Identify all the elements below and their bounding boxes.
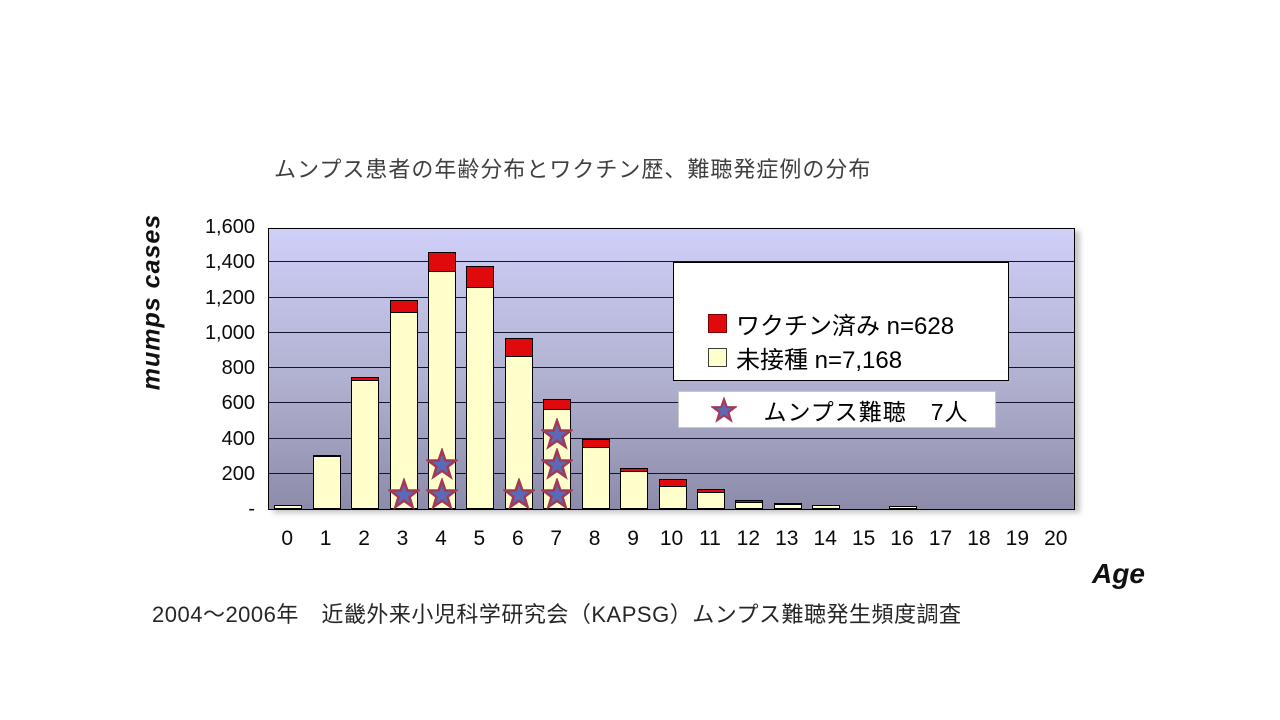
- bar-segment-vaccinated: [427, 251, 456, 273]
- bar-age-6: [504, 338, 533, 509]
- bar-segment-unvaccinated: [351, 380, 380, 509]
- x-tick-label: 18: [967, 527, 991, 550]
- x-tick-label: 12: [736, 527, 761, 550]
- legend-vaccination-box: ワクチン済み n=628 未接種 n=7,168: [673, 262, 1009, 381]
- bar-segment-unvaccinated: [696, 492, 725, 509]
- x-tick-label: 4: [435, 527, 447, 550]
- x-tick-label: 10: [659, 527, 684, 550]
- legend-entry-unvaccinated: 未接種 n=7,168: [708, 342, 1008, 374]
- hearing-loss-star-age-7: [541, 418, 574, 450]
- x-tick-label: 6: [511, 527, 524, 550]
- bar-age-3: [389, 300, 418, 509]
- star-icon: [711, 396, 737, 423]
- gridline: [269, 402, 1074, 404]
- x-tick-label: 14: [813, 527, 837, 550]
- x-tick-label: 7: [550, 527, 563, 550]
- legend-vaccinated-label: ワクチン済み n=628: [736, 312, 955, 340]
- legend-hearing-loss-box: ムンプス難聴 7人: [678, 391, 996, 428]
- x-tick-label: 0: [281, 527, 294, 550]
- hearing-loss-star-age-6: [502, 478, 535, 510]
- x-tick-label: 1: [319, 527, 332, 550]
- bar-age-8: [581, 438, 610, 509]
- gridline: [269, 331, 1074, 333]
- x-axis-title: Age: [1092, 558, 1145, 589]
- x-tick-label: 15: [851, 527, 876, 550]
- y-tick-label: 400: [221, 427, 255, 450]
- y-tick-label: 600: [221, 392, 255, 415]
- hearing-loss-star-age-7: [541, 478, 574, 510]
- bar-segment-unvaccinated: [658, 486, 687, 509]
- x-tick-label: 19: [1005, 527, 1030, 550]
- legend-entry-vaccinated: ワクチン済み n=628: [708, 308, 1008, 340]
- y-tick-label: 1,400: [204, 251, 255, 274]
- unvaccinated-swatch-icon: [708, 347, 727, 367]
- y-tick-label: 1,200: [204, 286, 255, 309]
- hearing-loss-star-age-3: [387, 478, 420, 510]
- hearing-loss-star-age-7: [541, 448, 574, 480]
- bar-age-9: [620, 467, 649, 509]
- bar-segment-vaccinated: [466, 265, 495, 288]
- y-tick-label: 1,000: [204, 321, 255, 344]
- gridline: [269, 261, 1074, 263]
- bar-segment-unvaccinated: [389, 311, 418, 509]
- bar-segment-unvaccinated: [581, 447, 610, 509]
- footer-caption: 2004〜2006年 近畿外来小児科学研究会（KAPSG）ムンプス難聴発生頻度調…: [152, 602, 962, 627]
- y-tick-label: 200: [221, 462, 255, 485]
- legend-hearing-loss-label: ムンプス難聴 7人: [763, 398, 969, 425]
- bar-segment-unvaccinated: [504, 355, 533, 509]
- bar-age-10: [658, 479, 687, 509]
- bar-segment-unvaccinated: [274, 504, 303, 509]
- bar-segment-unvaccinated: [812, 505, 841, 509]
- y-tick-label: 1,600: [204, 216, 255, 238]
- gridline: [269, 437, 1074, 439]
- y-tick-label: 800: [221, 357, 255, 379]
- gridline: [269, 296, 1074, 298]
- x-tick-label: 16: [890, 527, 914, 550]
- legend-unvaccinated-label: 未接種 n=7,168: [736, 346, 903, 374]
- x-tick-label: 5: [473, 527, 486, 550]
- x-tick-label: 11: [699, 527, 721, 550]
- bar-age-16: [889, 505, 918, 509]
- bar-segment-unvaccinated: [466, 286, 495, 509]
- bar-segment-unvaccinated: [620, 471, 649, 509]
- x-tick-label: 8: [588, 527, 601, 550]
- x-tick-label: 9: [627, 527, 639, 550]
- chart-title: ムンプス患者の年齢分布とワクチン歴、難聴発症例の分布: [274, 157, 872, 182]
- x-tick-label: 17: [928, 527, 953, 550]
- bar-age-5: [466, 265, 495, 509]
- bar-segment-unvaccinated: [735, 501, 764, 509]
- hearing-loss-star-age-4: [425, 478, 458, 510]
- hearing-loss-star-age-4: [425, 448, 458, 480]
- gridline: [269, 367, 1074, 368]
- bar-segment-vaccinated: [504, 338, 533, 357]
- bar-age-11: [696, 488, 725, 509]
- bar-segment-unvaccinated: [889, 505, 918, 509]
- x-tick-label: 20: [1044, 527, 1068, 550]
- bar-age-2: [351, 376, 380, 509]
- x-tick-label: 2: [358, 527, 370, 550]
- bar-age-12: [735, 500, 764, 509]
- x-tick-label: 13: [775, 527, 799, 550]
- bar-age-13: [773, 502, 802, 509]
- bar-segment-unvaccinated: [773, 503, 802, 509]
- bar-age-0: [274, 504, 303, 509]
- y-tick-label: -: [248, 498, 255, 520]
- vaccinated-swatch-icon: [708, 313, 727, 333]
- gridline: [269, 472, 1074, 474]
- bar-age-1: [312, 455, 341, 509]
- bar-segment-unvaccinated: [312, 456, 341, 509]
- x-tick-label: 3: [396, 527, 409, 550]
- bar-age-14: [812, 505, 841, 509]
